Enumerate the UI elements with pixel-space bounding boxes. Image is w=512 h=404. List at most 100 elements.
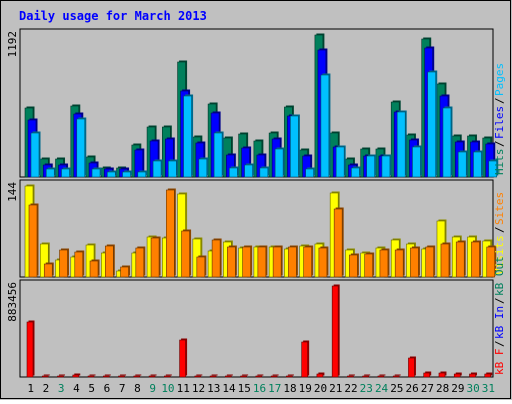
bar-shadow: [379, 374, 386, 376]
ymax-label-hits-files-pages: 1192: [6, 31, 19, 58]
legend-kb-in: kB In: [493, 306, 506, 339]
bar-sites-day-25: [394, 249, 404, 278]
bar-pages-day-1: [30, 132, 40, 178]
x-tick-label-day-23: 23: [360, 382, 373, 395]
bar-shadow: [211, 374, 218, 376]
bar-kb-f-day-1: [26, 321, 34, 378]
bar-pages-day-27: [427, 71, 437, 178]
x-tick-label-day-21: 21: [329, 382, 342, 395]
bar-sites-day-23: [364, 253, 373, 278]
x-tick-label-day-15: 15: [238, 382, 251, 395]
bar-sites-day-26: [410, 247, 419, 278]
x-tick-label-day-19: 19: [299, 382, 312, 395]
bar-kb-f-day-14: [225, 375, 232, 378]
bar-kb-f-day-8: [133, 375, 141, 378]
bar-kb-f-day-6: [102, 375, 110, 378]
bar-kb-f-day-27: [423, 372, 431, 378]
bar-sites-day-18: [288, 246, 297, 278]
bar-kb-f-day-4: [72, 374, 80, 378]
bar-sites-day-13: [211, 239, 221, 278]
bar-kb-f-day-16: [255, 375, 263, 378]
bar-sites-day-21: [333, 208, 343, 278]
x-tick-label-day-3: 3: [58, 382, 65, 395]
bar-pages-day-16: [259, 167, 269, 178]
bar-sites-day-12: [196, 256, 206, 278]
x-tick-label-day-14: 14: [222, 382, 236, 395]
legend-files: Files: [493, 106, 506, 139]
bar-pages-day-10: [168, 160, 177, 178]
bar-pages-day-14: [229, 167, 238, 178]
legend-kb-f: kB F: [493, 349, 506, 376]
x-tick-label-day-12: 12: [192, 382, 205, 395]
bar-shadow: [394, 374, 401, 376]
x-tick-label-day-30: 30: [466, 382, 479, 395]
bar-pages-day-21: [335, 146, 345, 178]
x-tick-label-day-31: 31: [482, 382, 495, 395]
bar-pages-day-22: [351, 167, 360, 178]
legend-hits: Hits: [493, 149, 506, 176]
bar-kb-f-day-24: [377, 375, 385, 378]
bar-shadow: [242, 374, 249, 376]
bar-pages-day-30: [473, 151, 482, 178]
legend-visits: Visits: [493, 235, 506, 275]
legend-separator: /: [493, 340, 506, 347]
bar-pages-day-2: [45, 168, 55, 178]
bar-shadow: [165, 374, 172, 376]
bar-sites-day-22: [349, 254, 358, 278]
bar-pages-day-13: [213, 132, 223, 178]
bar-kb-f-day-2: [41, 375, 49, 378]
bar-pages-day-7: [122, 171, 131, 178]
bar-sites-day-6: [104, 245, 114, 278]
bar-kb-f-day-10: [164, 375, 171, 378]
bar-kb-f-day-7: [118, 375, 125, 378]
bar-pages-day-18: [290, 115, 299, 178]
x-tick-label-day-6: 6: [104, 382, 111, 395]
bar-pages-day-9: [152, 160, 162, 178]
bar-shadow: [257, 374, 264, 376]
bar-sites-day-28: [440, 243, 450, 278]
x-tick-label-day-8: 8: [134, 382, 141, 395]
bar-pages-day-20: [320, 74, 330, 178]
bar-shadow: [74, 373, 81, 376]
bar-shadow: [287, 374, 294, 376]
bar-shadow: [89, 374, 96, 376]
legend-pages: Pages: [493, 63, 506, 96]
bar-kb-f-day-5: [87, 375, 95, 378]
x-tick-label-day-18: 18: [283, 382, 296, 395]
bar-shadow: [226, 374, 233, 376]
x-tick-label-day-26: 26: [405, 382, 418, 395]
bar-shadow: [135, 374, 142, 376]
x-tick-label-day-24: 24: [375, 382, 389, 395]
bar-sites-day-19: [303, 246, 312, 278]
bar-sites-day-11: [181, 230, 190, 278]
legend-separator: /: [493, 97, 506, 104]
x-tick-label-day-20: 20: [314, 382, 327, 395]
bar-sites-day-10: [166, 189, 175, 278]
bar-pages-day-24: [381, 155, 391, 178]
bar-sites-day-4: [74, 251, 84, 278]
bar-kb-f-day-9: [148, 375, 156, 378]
x-tick-label-day-4: 4: [73, 382, 80, 395]
bar-pages-day-17: [274, 148, 284, 178]
bar-sites-day-14: [227, 246, 236, 278]
bar-kb-f-day-26: [408, 357, 415, 378]
x-tick-label-day-5: 5: [88, 382, 95, 395]
bar-sites-day-9: [150, 237, 160, 278]
x-tick-label-day-17: 17: [268, 382, 281, 395]
bar-sites-day-8: [135, 247, 145, 278]
bar-kb-f-day-28: [438, 372, 446, 378]
bar-sites-day-29: [455, 241, 465, 278]
bar-pages-day-19: [305, 168, 314, 178]
bar-shadow: [348, 374, 355, 376]
ymax-label-visits-sites: 144: [6, 182, 19, 202]
bar-shadow: [196, 374, 203, 376]
bar-sites-day-16: [257, 246, 267, 278]
bar-pages-day-6: [106, 171, 116, 178]
x-tick-label-day-7: 7: [119, 382, 126, 395]
x-tick-label-day-25: 25: [390, 382, 403, 395]
bar-kb-f-day-11: [179, 339, 186, 378]
bar-sites-day-30: [471, 241, 480, 278]
bar-pages-day-28: [442, 107, 452, 178]
bar-shadow: [104, 374, 111, 376]
